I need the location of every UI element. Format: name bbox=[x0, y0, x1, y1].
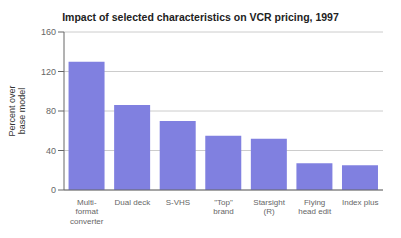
svg-text:S-VHS: S-VHS bbox=[166, 198, 190, 207]
svg-text:Percent overbase model: Percent overbase model bbox=[8, 85, 27, 136]
svg-text:Flyinghead edit: Flyinghead edit bbox=[298, 198, 332, 216]
svg-text:160: 160 bbox=[41, 27, 56, 37]
svg-text:40: 40 bbox=[46, 146, 56, 156]
svg-text:0: 0 bbox=[51, 185, 56, 195]
svg-text:80: 80 bbox=[46, 106, 56, 116]
svg-text:120: 120 bbox=[41, 67, 56, 77]
svg-text:"Top"brand: "Top"brand bbox=[213, 198, 233, 216]
svg-text:Starsight(R): Starsight(R) bbox=[253, 198, 285, 216]
svg-text:Multi-formatconverter: Multi-formatconverter bbox=[70, 198, 104, 225]
html-text:Impact of selected characteris: Impact of selected characteristics on VC… bbox=[62, 11, 339, 23]
svg-text:Dual deck: Dual deck bbox=[115, 198, 152, 207]
svg-text:Index plus: Index plus bbox=[342, 198, 378, 207]
